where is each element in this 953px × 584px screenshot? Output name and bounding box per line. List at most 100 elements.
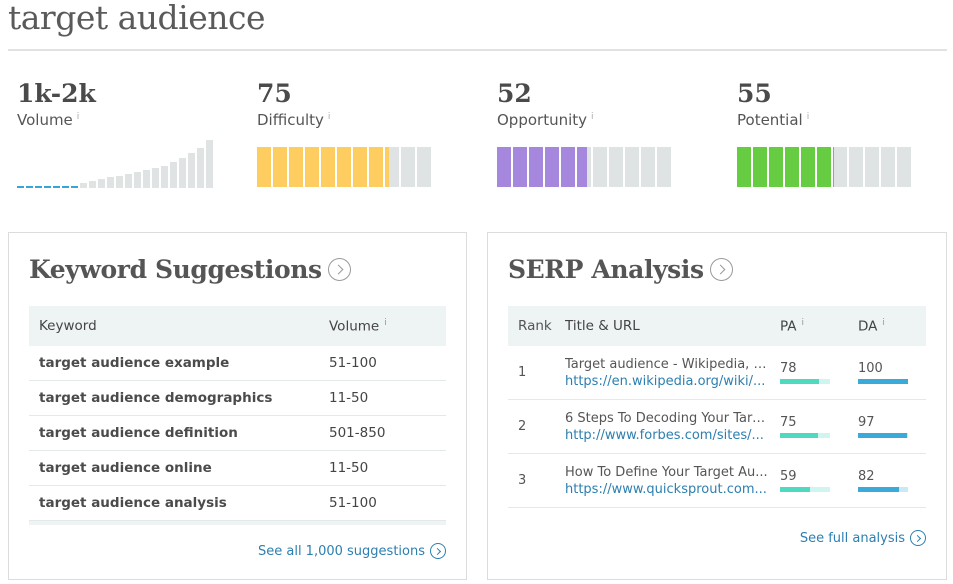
keyword-text[interactable]: target audience demographics (39, 390, 273, 406)
keyword-text[interactable]: target audience online (39, 460, 212, 476)
meter-segment (289, 147, 303, 187)
serp-result-title: Target audience - Wikipedia, t... (565, 356, 769, 372)
keyword-row[interactable]: target audience example 51-100 (29, 346, 446, 381)
meter-segment (865, 147, 879, 187)
volume-trend-bar (206, 140, 213, 188)
meter-segment (497, 147, 511, 187)
keyword-row[interactable]: target audience definition 501-850 (29, 416, 446, 451)
opportunity-label: Opportunity (497, 111, 588, 129)
meter-segment (849, 147, 863, 187)
volume-trend-bar (143, 170, 150, 188)
pa-bar-fill (780, 433, 818, 438)
volume-trend-bar (134, 172, 141, 188)
difficulty-label: Difficulty (257, 111, 324, 129)
keyword-volume: 501-850 (329, 425, 386, 441)
serp-result-url[interactable]: http://www.forbes.com/sites/... (565, 427, 764, 443)
volume-column-header[interactable]: Volume (329, 318, 380, 335)
keyword-row[interactable]: target audience demographics 11-50 (29, 381, 446, 416)
meter-segment-fill (833, 147, 834, 187)
meter-segment (769, 147, 783, 187)
meter-segment-fill (497, 147, 511, 187)
serp-rank: 3 (518, 473, 527, 488)
da-bar (858, 379, 908, 384)
meter-segment-fill (385, 147, 389, 187)
keyword-text[interactable]: target audience analysis (39, 495, 227, 511)
difficulty-meter (257, 147, 433, 187)
volume-trend-bar (116, 176, 123, 188)
keyword-row[interactable]: target audience analysis 51-100 (29, 486, 446, 521)
volume-trend-bar (62, 186, 69, 188)
pa-bar-fill (780, 379, 819, 384)
difficulty-info-icon[interactable]: i (327, 112, 331, 122)
volume-trend-bar (98, 179, 105, 188)
pa-column-header: PA (780, 318, 797, 335)
meter-segment (305, 147, 319, 187)
serp-row: 2 6 Steps To Decoding Your Targ... http://… (508, 400, 926, 454)
opportunity-value: 52 (497, 79, 532, 108)
serp-row: 1 Target audience - Wikipedia, t... https:… (508, 346, 926, 400)
meter-segment-fill (785, 147, 799, 187)
serp-result-url[interactable]: https://www.quicksprout.com... (565, 481, 767, 497)
volume-label: Volume (17, 111, 73, 129)
meter-segment-fill (257, 147, 271, 187)
da-bar (858, 487, 908, 492)
keyword-row[interactable]: target audience online 11-50 (29, 451, 446, 486)
meter-segment-fill (305, 147, 319, 187)
meter-segment (817, 147, 831, 187)
pa-info-icon[interactable]: i (801, 317, 805, 328)
keyword-text[interactable]: target audience example (39, 355, 230, 371)
opportunity-metric: 52 Opportunity i (497, 79, 717, 187)
pa-bar (780, 433, 830, 438)
arrow-right-circle-icon (430, 543, 446, 559)
volume-info-icon[interactable]: i (76, 112, 80, 122)
pa-bar (780, 487, 830, 492)
meter-segment (833, 147, 847, 187)
keyword-table-header: Keyword Volume i (29, 306, 446, 346)
volume-trend-bar (71, 186, 78, 188)
keyword-table-footer (29, 521, 446, 525)
meter-segment (785, 147, 799, 187)
serp-pa-value: 75 (780, 415, 797, 430)
serp-table: Rank Title & URL PA i DA i 1 Target audienc… (508, 306, 926, 508)
meter-segment-fill (353, 147, 367, 187)
opportunity-info-icon[interactable]: i (591, 112, 594, 122)
meter-segment (561, 147, 575, 187)
da-bar-fill (858, 433, 907, 438)
serp-table-body: 1 Target audience - Wikipedia, t... https:… (508, 346, 926, 508)
keyword-column-header[interactable]: Keyword (39, 318, 97, 334)
meter-segment-fill (545, 147, 559, 187)
meter-segment (369, 147, 383, 187)
arrow-right-circle-icon[interactable] (709, 258, 733, 281)
potential-info-icon[interactable]: i (806, 112, 810, 122)
keyword-table-body: target audience example 51-100 target audi… (29, 346, 446, 521)
serp-result-title: How To Define Your Target Au... (565, 464, 768, 480)
volume-trend-bar (35, 186, 42, 188)
keyword-text[interactable]: target audience definition (39, 425, 238, 441)
arrow-right-circle-icon[interactable] (327, 258, 351, 281)
meter-segment-fill (337, 147, 351, 187)
meter-segment (417, 147, 431, 187)
potential-metric: 55 Potential i (737, 80, 953, 187)
volume-info-icon[interactable]: i (384, 317, 387, 328)
meter-segment (401, 147, 415, 187)
meter-segment-fill (737, 147, 751, 187)
meter-segment-fill (289, 147, 303, 187)
volume-trend-bar (89, 181, 96, 188)
serp-result-url[interactable]: https://en.wikipedia.org/wiki/... (565, 373, 766, 389)
meter-segment (897, 147, 911, 187)
meter-segment-fill (321, 147, 335, 187)
keyword-suggestions-title: Keyword Suggestions (29, 255, 322, 284)
volume-trend-bar (152, 168, 159, 188)
meter-segment (529, 147, 543, 187)
keyword-suggestions-card: Keyword Suggestions Keyword Volume i targ… (8, 232, 467, 580)
see-full-analysis-link[interactable]: See full analysis (800, 530, 926, 546)
meter-segment-fill (561, 147, 575, 187)
da-info-icon[interactable]: i (882, 317, 885, 328)
arrow-right-circle-icon (910, 530, 926, 546)
meter-segment (545, 147, 559, 187)
meter-segment (657, 147, 671, 187)
see-all-suggestions-link[interactable]: See all 1,000 suggestions (258, 543, 446, 559)
meter-segment (385, 147, 399, 187)
volume-trend-bar (188, 153, 195, 188)
meter-segment (321, 147, 335, 187)
